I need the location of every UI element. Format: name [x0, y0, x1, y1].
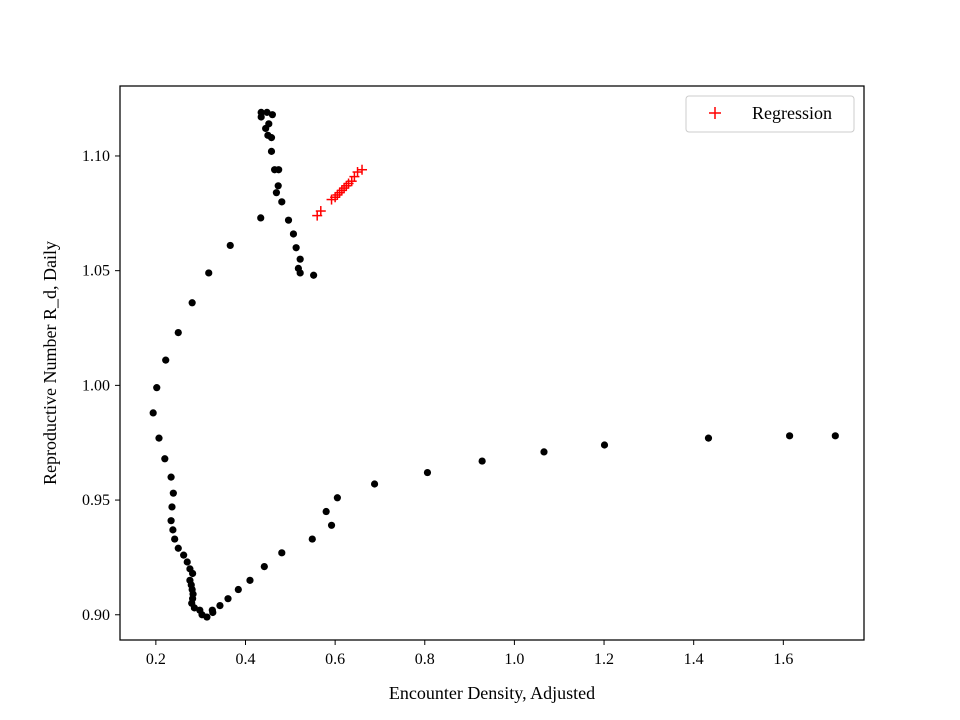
data-point — [478, 457, 486, 465]
x-tick-label: 0.6 — [325, 651, 345, 668]
regression-point — [334, 187, 345, 198]
regression-point — [315, 206, 326, 217]
data-point — [167, 517, 175, 525]
data-point — [267, 134, 276, 142]
data-point — [260, 562, 268, 571]
regression-point — [339, 183, 350, 194]
data-point — [370, 480, 379, 488]
data-point — [205, 269, 213, 277]
x-tick-label: 1.2 — [594, 651, 614, 668]
data-point — [174, 329, 182, 337]
x-axis-ticks: 0.2 0.4 0.6 0.8 1.0 1.2 1.4 1.6 — [146, 640, 793, 668]
data-point — [226, 241, 234, 250]
legend-box — [685, 95, 855, 133]
data-point — [262, 124, 270, 133]
regression-point — [336, 185, 347, 196]
data-point — [423, 468, 432, 477]
plot-frame — [119, 85, 865, 641]
data-point — [216, 601, 224, 610]
data-point — [162, 356, 170, 364]
plot-area — [120, 86, 864, 640]
x-tick-label: 0.2 — [146, 651, 166, 668]
data-point — [180, 551, 188, 559]
data-point — [171, 535, 179, 543]
x-tick-label: 0.8 — [415, 651, 435, 668]
y-tick-label: 0.95 — [82, 492, 110, 509]
data-point — [308, 535, 316, 543]
legend-marker-regression — [709, 107, 721, 119]
data-point — [224, 595, 232, 603]
data-point — [786, 432, 794, 440]
data-point — [189, 569, 197, 578]
regression-point — [332, 189, 343, 200]
data-point — [246, 576, 254, 584]
data-point — [257, 214, 265, 222]
data-point — [190, 604, 198, 612]
data-point — [540, 448, 548, 456]
x-tick-label: 1.4 — [684, 651, 704, 668]
data-point — [167, 473, 175, 481]
data-point — [149, 409, 157, 417]
x-tick-label: 1.0 — [504, 651, 524, 668]
data-point — [274, 182, 282, 190]
data-point — [272, 189, 281, 197]
y-axis-ticks: 0.90 0.95 1.00 1.05 1.10 — [82, 148, 120, 624]
regression-point — [352, 167, 363, 178]
legend-label-regression: Regression — [752, 103, 832, 123]
data-point — [268, 111, 276, 119]
data-point — [831, 432, 839, 440]
data-point — [296, 255, 304, 263]
y-tick-label: 1.05 — [82, 263, 110, 280]
data-point — [704, 434, 713, 442]
data-point — [263, 108, 271, 116]
data-point — [257, 113, 265, 121]
data-point — [168, 503, 176, 511]
data-point — [275, 166, 283, 174]
x-tick-label: 1.6 — [773, 651, 793, 668]
regression-point — [357, 164, 368, 175]
data-point — [169, 526, 177, 534]
data-point — [333, 494, 341, 502]
regression-point — [341, 180, 352, 191]
data-point — [208, 606, 216, 614]
data-point — [155, 434, 163, 442]
data-point — [278, 549, 286, 557]
legend: Regression — [685, 95, 855, 133]
regression-point — [330, 192, 341, 203]
data-point — [153, 384, 161, 392]
points-layer — [149, 108, 839, 621]
data-point — [161, 455, 169, 463]
data-point — [234, 585, 242, 594]
y-tick-label: 1.10 — [82, 148, 110, 165]
data-point — [327, 521, 336, 529]
y-tick-label: 1.00 — [82, 377, 110, 394]
x-tick-label: 0.4 — [235, 651, 255, 668]
data-point — [322, 507, 330, 516]
data-point — [267, 147, 276, 155]
data-point — [292, 244, 300, 252]
data-point — [278, 198, 286, 206]
data-point — [310, 271, 318, 279]
data-point — [183, 558, 191, 566]
data-point — [600, 441, 609, 449]
data-point — [296, 269, 304, 277]
data-point — [174, 544, 182, 552]
y-tick-label: 0.90 — [82, 607, 110, 624]
data-point — [203, 613, 211, 621]
data-point — [169, 489, 177, 497]
data-point — [289, 230, 298, 238]
x-axis-label: Encounter Density, Adjusted — [389, 683, 595, 703]
data-point — [284, 216, 293, 224]
data-point — [188, 299, 196, 307]
y-axis-label: Reproductive Number R_d, Daily — [40, 241, 60, 485]
